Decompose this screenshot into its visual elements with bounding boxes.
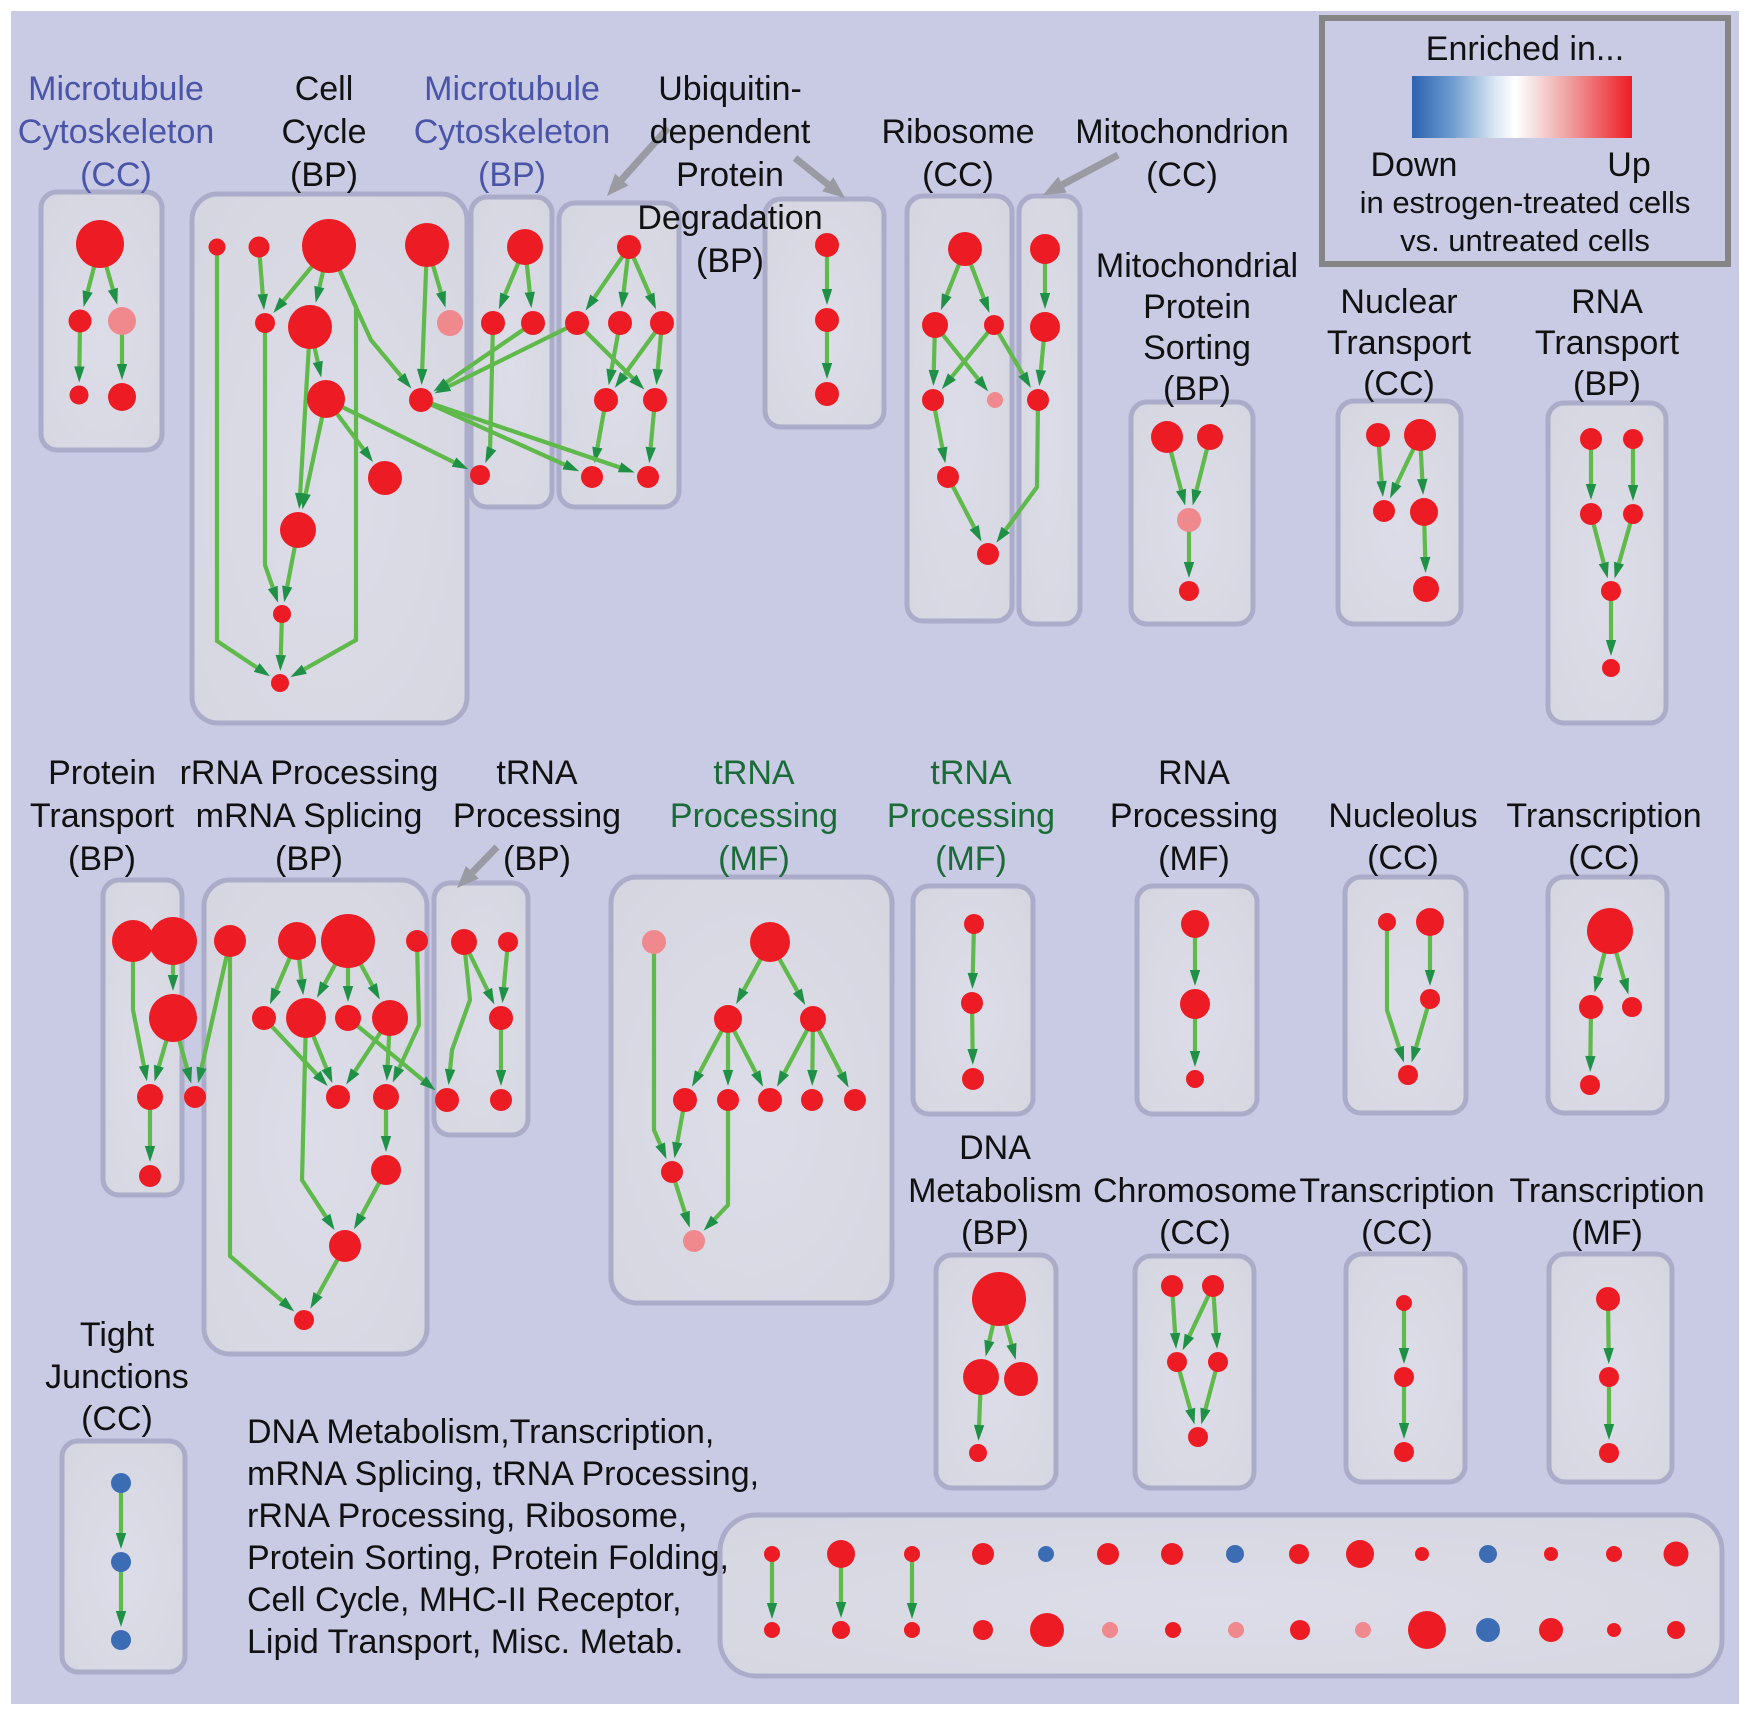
- svg-text:Transcription: Transcription: [1509, 1172, 1704, 1210]
- svg-text:Microtubule: Microtubule: [28, 70, 204, 108]
- svg-text:Nucleolus: Nucleolus: [1328, 797, 1477, 835]
- svg-text:Protein: Protein: [1143, 288, 1251, 326]
- svg-text:Ubiquitin-: Ubiquitin-: [658, 70, 802, 108]
- svg-text:Tight: Tight: [80, 1316, 155, 1354]
- svg-text:(CC): (CC): [1568, 839, 1640, 877]
- svg-text:(BP): (BP): [1163, 370, 1231, 408]
- svg-text:Transport: Transport: [30, 797, 175, 835]
- svg-text:Metabolism: Metabolism: [908, 1172, 1082, 1210]
- svg-text:Processing: Processing: [453, 797, 621, 835]
- svg-text:(CC): (CC): [922, 156, 994, 194]
- svg-text:mRNA Splicing, tRNA Processing: mRNA Splicing, tRNA Processing,: [247, 1455, 759, 1493]
- svg-text:Mitochondrion: Mitochondrion: [1075, 113, 1289, 151]
- svg-text:Transport: Transport: [1327, 324, 1472, 362]
- svg-text:(CC): (CC): [1367, 839, 1439, 877]
- svg-text:(BP): (BP): [961, 1214, 1029, 1252]
- svg-text:Mitochondrial: Mitochondrial: [1096, 247, 1298, 285]
- svg-text:Cell: Cell: [295, 70, 354, 108]
- svg-text:(CC): (CC): [1361, 1214, 1433, 1252]
- svg-text:mRNA Splicing: mRNA Splicing: [196, 797, 423, 835]
- svg-text:Up: Up: [1607, 146, 1650, 184]
- svg-text:Processing: Processing: [670, 797, 838, 835]
- svg-text:dependent: dependent: [650, 113, 811, 151]
- svg-text:(MF): (MF): [935, 840, 1007, 878]
- svg-text:(CC): (CC): [1363, 365, 1435, 403]
- svg-text:Transcription: Transcription: [1299, 1172, 1494, 1210]
- svg-text:tRNA: tRNA: [930, 754, 1012, 792]
- svg-text:Cycle: Cycle: [281, 113, 366, 151]
- svg-text:RNA: RNA: [1571, 283, 1643, 321]
- svg-text:RNA: RNA: [1158, 754, 1230, 792]
- svg-text:(CC): (CC): [81, 1400, 153, 1438]
- svg-text:Cytoskeleton: Cytoskeleton: [18, 113, 215, 151]
- svg-text:(BP): (BP): [290, 156, 358, 194]
- svg-text:Protein: Protein: [676, 156, 784, 194]
- svg-text:Microtubule: Microtubule: [424, 70, 600, 108]
- svg-text:Processing: Processing: [1110, 797, 1278, 835]
- svg-text:DNA Metabolism,Transcription,: DNA Metabolism,Transcription,: [247, 1413, 714, 1451]
- svg-text:Sorting: Sorting: [1143, 329, 1251, 367]
- svg-text:DNA: DNA: [959, 1129, 1031, 1167]
- svg-text:Transport: Transport: [1535, 324, 1680, 362]
- svg-text:Processing: Processing: [887, 797, 1055, 835]
- svg-text:(BP): (BP): [1573, 365, 1641, 403]
- svg-text:rRNA Processing, Ribosome,: rRNA Processing, Ribosome,: [247, 1497, 687, 1535]
- svg-text:Lipid Transport, Misc. Metab.: Lipid Transport, Misc. Metab.: [247, 1623, 684, 1661]
- svg-text:(MF): (MF): [1158, 840, 1230, 878]
- svg-text:(MF): (MF): [718, 840, 790, 878]
- svg-text:Protein: Protein: [48, 754, 156, 792]
- svg-text:(MF): (MF): [1571, 1214, 1643, 1252]
- svg-text:Down: Down: [1371, 146, 1458, 184]
- svg-text:(BP): (BP): [478, 156, 546, 194]
- svg-text:Degradation: Degradation: [637, 199, 822, 237]
- svg-text:tRNA: tRNA: [496, 754, 578, 792]
- svg-text:Transcription: Transcription: [1506, 797, 1701, 835]
- svg-text:(BP): (BP): [275, 840, 343, 878]
- svg-text:Ribosome: Ribosome: [881, 113, 1034, 151]
- svg-text:(BP): (BP): [696, 242, 764, 280]
- svg-text:vs. untreated cells: vs. untreated cells: [1400, 223, 1650, 258]
- svg-text:Junctions: Junctions: [45, 1358, 189, 1396]
- svg-text:(BP): (BP): [503, 840, 571, 878]
- svg-text:tRNA: tRNA: [713, 754, 795, 792]
- svg-text:Cell Cycle, MHC-II Receptor,: Cell Cycle, MHC-II Receptor,: [247, 1581, 682, 1619]
- svg-text:(CC): (CC): [80, 156, 152, 194]
- svg-text:Enriched in...: Enriched in...: [1426, 30, 1624, 68]
- svg-text:Cytoskeleton: Cytoskeleton: [414, 113, 611, 151]
- svg-text:(CC): (CC): [1146, 156, 1218, 194]
- svg-text:rRNA Processing: rRNA Processing: [180, 754, 439, 792]
- svg-text:in estrogen-treated cells: in estrogen-treated cells: [1360, 185, 1691, 220]
- svg-text:Chromosome: Chromosome: [1093, 1172, 1297, 1210]
- svg-text:Protein Sorting, Protein Foldi: Protein Sorting, Protein Folding,: [247, 1539, 729, 1577]
- svg-text:(BP): (BP): [68, 840, 136, 878]
- svg-text:(CC): (CC): [1159, 1214, 1231, 1252]
- svg-text:Nuclear: Nuclear: [1340, 283, 1457, 321]
